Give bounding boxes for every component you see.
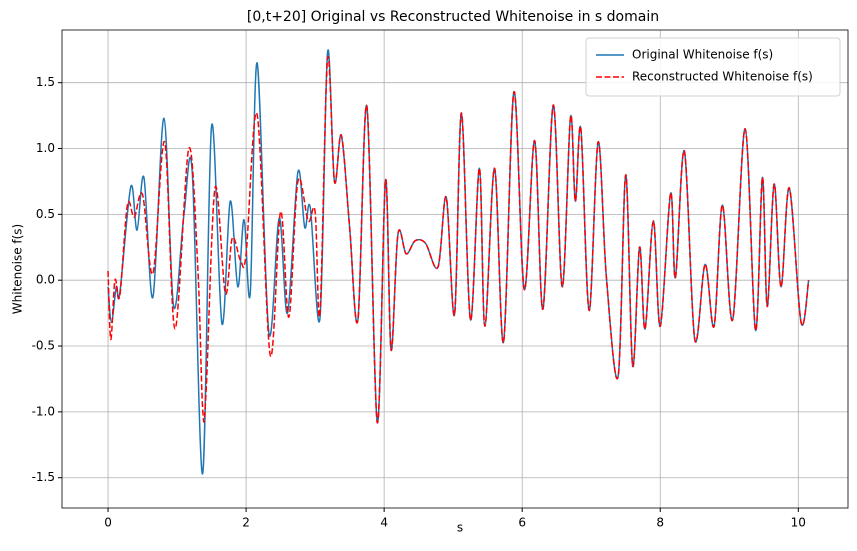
- y-tick-label: 1.5: [36, 75, 55, 89]
- legend-label: Reconstructed Whitenoise f(s): [632, 70, 813, 84]
- x-tick-label: 8: [656, 516, 664, 530]
- x-tick-label: 0: [104, 516, 112, 530]
- legend-label: Original Whitenoise f(s): [632, 48, 773, 62]
- y-tick-label: 0.0: [36, 273, 55, 287]
- x-tick-label: 6: [518, 516, 526, 530]
- y-tick-label: -1.0: [32, 404, 55, 418]
- y-tick-label: -0.5: [32, 339, 55, 353]
- plot-frame: [61, 29, 849, 509]
- y-tick-label: 1.0: [36, 141, 55, 155]
- y-tick-label: -1.5: [32, 470, 55, 484]
- data-line: [107, 49, 810, 475]
- data-line: [107, 55, 810, 424]
- y-tick-label: 0.5: [36, 207, 55, 221]
- x-axis-label: s: [457, 521, 463, 535]
- x-tick-label: 4: [380, 516, 388, 530]
- y-axis-label: Whitenoise f(s): [11, 224, 25, 314]
- chart-title: [0,t+20] Original vs Reconstructed White…: [247, 9, 659, 25]
- x-tick-label: 10: [791, 516, 806, 530]
- legend-box: [585, 37, 841, 97]
- x-tick-label: 2: [242, 516, 250, 530]
